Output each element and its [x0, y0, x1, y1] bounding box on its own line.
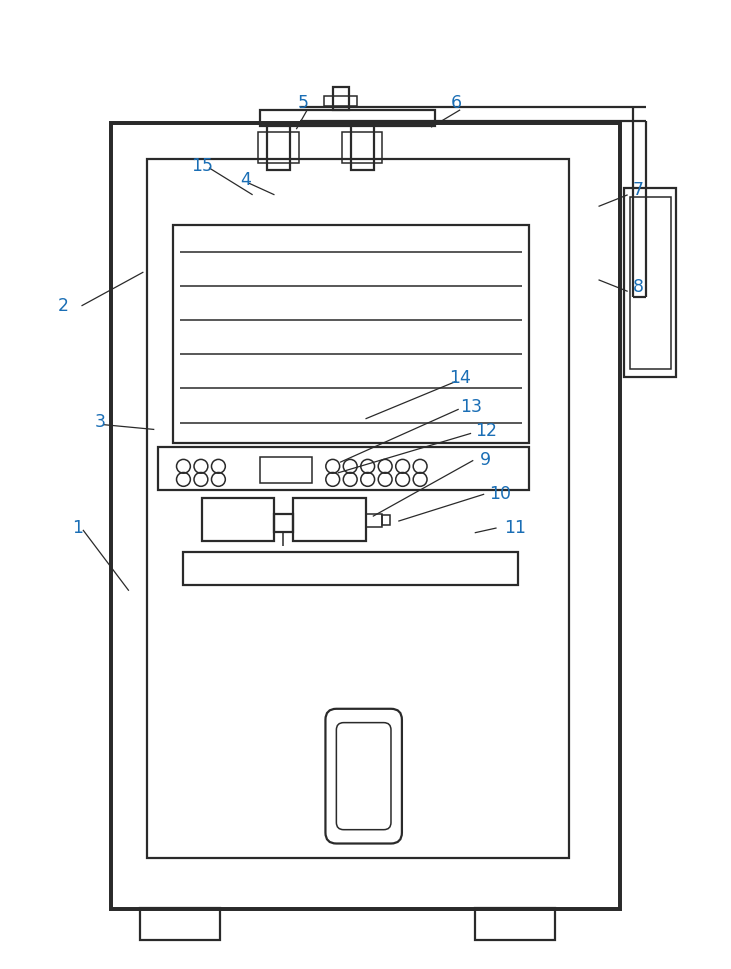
Bar	[292, 498, 366, 542]
Bar	[268, 125, 290, 170]
Bar	[260, 456, 312, 483]
Bar	[630, 197, 670, 369]
Bar	[474, 908, 555, 940]
Bar	[140, 908, 220, 940]
FancyBboxPatch shape	[336, 723, 391, 829]
Text: 12: 12	[474, 422, 496, 440]
Text: 3: 3	[94, 413, 105, 431]
Text: 13: 13	[460, 398, 482, 417]
Text: 11: 11	[504, 519, 526, 537]
Bar	[382, 516, 390, 525]
Text: 4: 4	[240, 172, 251, 189]
Bar	[333, 87, 349, 110]
Text: 14: 14	[450, 369, 471, 388]
Bar	[342, 132, 382, 163]
Bar	[274, 514, 292, 532]
Text: 1: 1	[72, 519, 83, 537]
Bar	[202, 498, 274, 542]
Bar	[173, 225, 529, 443]
Text: 9: 9	[480, 452, 491, 469]
Bar	[260, 110, 435, 126]
Text: 6: 6	[451, 94, 462, 112]
Text: 8: 8	[633, 277, 644, 296]
Bar	[259, 132, 298, 163]
Bar	[147, 159, 569, 859]
Bar	[366, 514, 382, 527]
Bar	[351, 125, 374, 170]
Text: 15: 15	[191, 157, 213, 174]
Bar	[324, 96, 357, 106]
Text: 7: 7	[633, 181, 644, 199]
Text: 10: 10	[489, 485, 511, 503]
Bar	[183, 552, 518, 585]
Text: 2: 2	[58, 297, 69, 315]
Text: 5: 5	[298, 94, 309, 112]
Bar	[624, 188, 676, 378]
Bar	[158, 447, 529, 490]
Bar	[110, 122, 621, 909]
